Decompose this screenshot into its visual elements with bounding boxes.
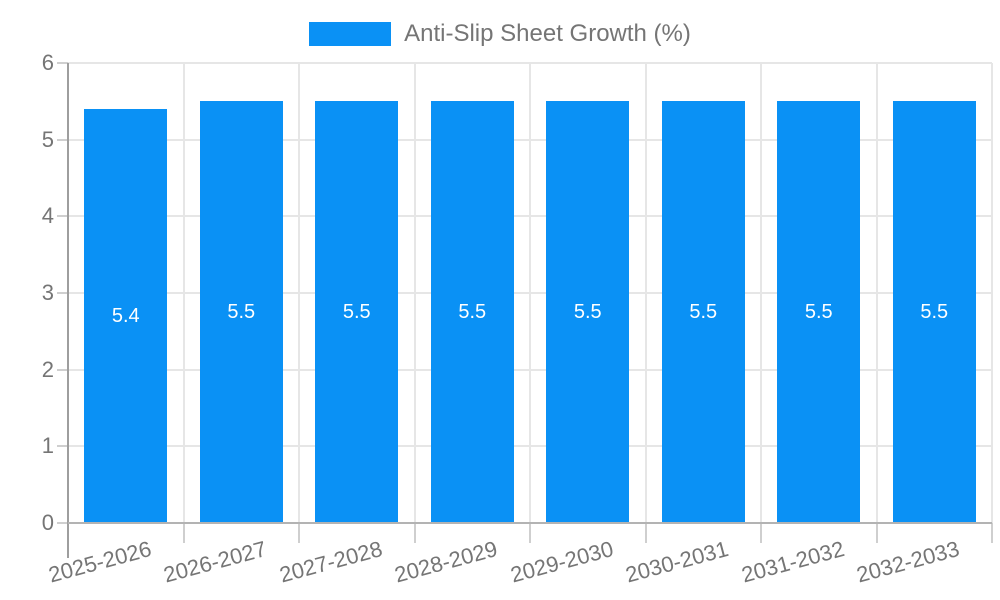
category-slot: 5.5 [184, 63, 300, 523]
y-tick [57, 292, 68, 294]
y-tick [57, 62, 68, 64]
category-slot: 5.5 [646, 63, 762, 523]
x-tick [529, 523, 531, 543]
gridline-vertical [182, 63, 185, 523]
bar-value-label: 5.4 [111, 304, 140, 327]
y-axis-label: 5 [41, 126, 54, 152]
bar-2028-2029[interactable]: 5.5 [430, 101, 514, 523]
bar-value-label: 5.5 [458, 300, 487, 323]
y-axis-line [67, 63, 69, 558]
x-tick [760, 523, 762, 543]
category-slot: 5.5 [877, 63, 993, 523]
category-slot: 5.5 [530, 63, 646, 523]
category-slot: 5.5 [299, 63, 415, 523]
gridline-vertical [875, 63, 878, 523]
y-tick [57, 215, 68, 218]
gridline-vertical [644, 63, 647, 523]
bar-value-label: 5.5 [689, 300, 718, 323]
bar-2025-2026[interactable]: 5.4 [84, 109, 168, 523]
y-axis-label: 3 [41, 280, 54, 305]
y-tick [57, 445, 68, 448]
bar-2026-2027[interactable]: 5.5 [199, 101, 283, 523]
gridline-vertical [298, 63, 300, 523]
y-axis-label: 6 [41, 50, 54, 75]
plot-area: 5.4 5.5 5.5 5.5 5.5 5.5 5.5 5.5 [68, 62, 993, 523]
x-tick [182, 523, 185, 543]
category-slot: 5.4 [68, 63, 184, 523]
bar-2032-2033[interactable]: 5.5 [892, 101, 976, 523]
category-slot: 5.5 [761, 63, 877, 523]
bar-2031-2032[interactable]: 5.5 [777, 101, 861, 523]
y-tick [57, 368, 68, 371]
y-axis-label: 2 [41, 356, 54, 382]
gridline-vertical [529, 63, 531, 523]
legend[interactable]: Anti-Slip Sheet Growth (%) [0, 20, 1000, 48]
y-axis-label: 0 [41, 510, 54, 535]
bar-value-label: 5.5 [227, 300, 256, 323]
x-tick [875, 523, 878, 543]
y-tick [57, 138, 68, 141]
category-slot: 5.5 [415, 63, 531, 523]
gridline-vertical [991, 63, 993, 523]
x-tick [298, 523, 300, 543]
legend-color-swatch [309, 22, 392, 46]
bar-value-label: 5.5 [342, 300, 371, 323]
gridline-vertical [413, 63, 416, 523]
y-axis-label: 4 [41, 203, 54, 229]
bar-2027-2028[interactable]: 5.5 [315, 101, 399, 523]
x-tick [991, 523, 993, 543]
bar-value-label: 5.5 [804, 300, 833, 323]
y-axis-label: 1 [41, 433, 54, 459]
bar-2029-2030[interactable]: 5.5 [546, 101, 630, 523]
bars-container: 5.4 5.5 5.5 5.5 5.5 5.5 5.5 5.5 [68, 63, 992, 523]
bar-value-label: 5.5 [920, 300, 949, 323]
x-axis-baseline [68, 522, 992, 524]
bar-value-label: 5.5 [573, 300, 602, 323]
x-tick [413, 523, 416, 543]
y-tick [57, 522, 68, 524]
gridline-vertical [760, 63, 762, 523]
x-tick [644, 523, 647, 543]
bar-2030-2031[interactable]: 5.5 [661, 101, 745, 523]
legend-label: Anti-Slip Sheet Growth (%) [404, 20, 691, 47]
